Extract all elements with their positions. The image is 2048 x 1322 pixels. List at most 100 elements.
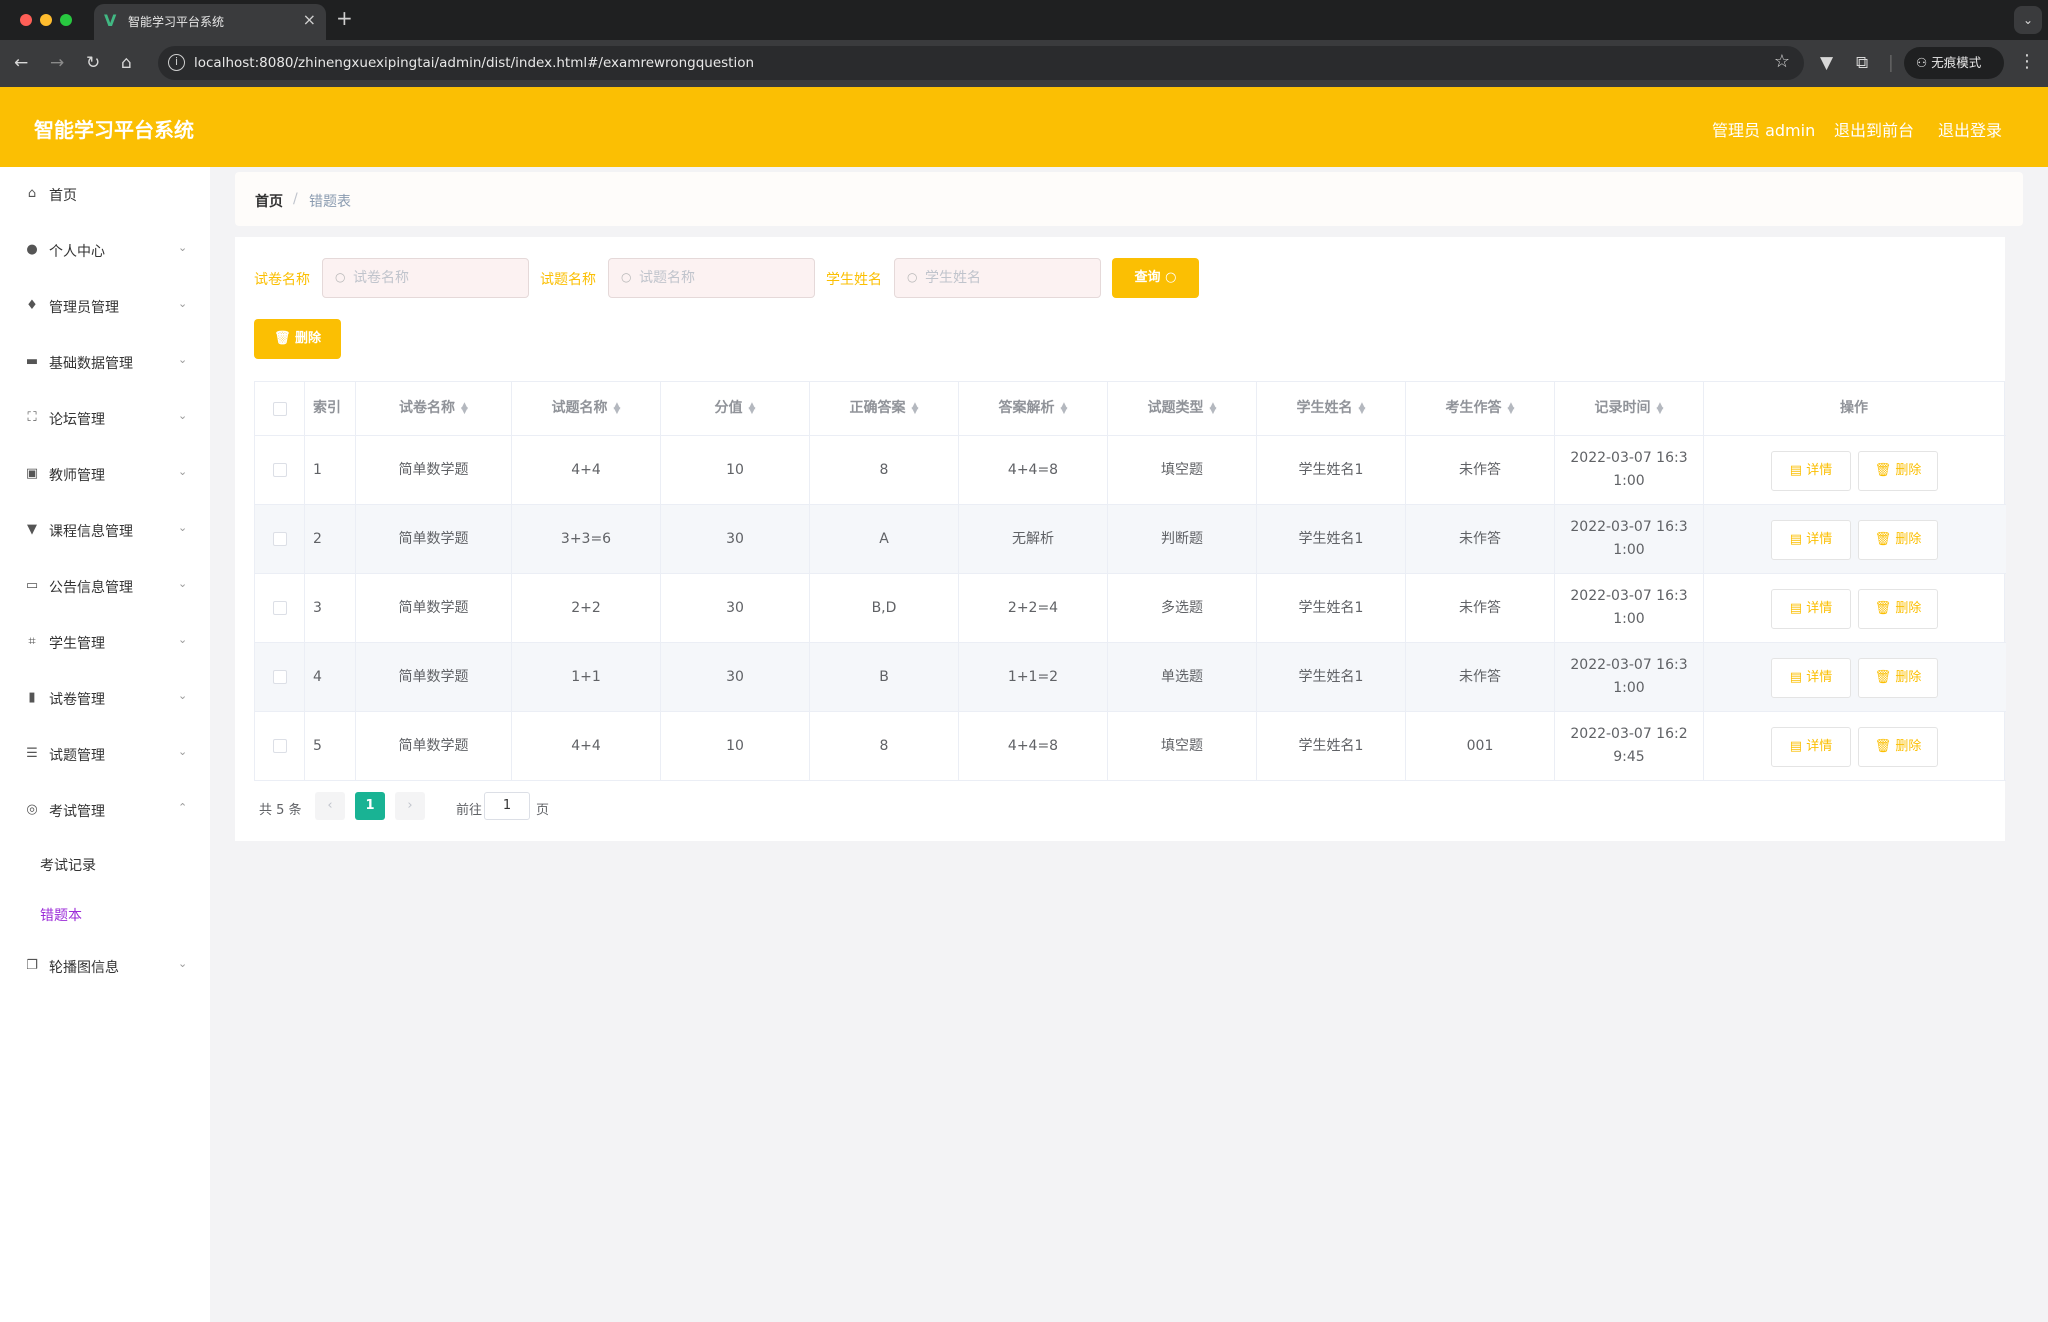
cell-analysis: 2+2=4 <box>959 574 1108 642</box>
sidebar-item-label: 公告信息管理 <box>49 580 133 596</box>
tab-search-icon[interactable]: ⌄ <box>2014 6 2042 34</box>
cell-paper: 简单数学题 <box>356 574 512 642</box>
trash-icon: 🗑 <box>1874 670 1896 685</box>
header-type[interactable]: 试题类型 ▲ ▼ <box>1108 382 1257 435</box>
document-icon: ▤ <box>1789 601 1807 616</box>
more-menu-icon[interactable]: ⋮ <box>2018 51 2036 72</box>
sidebar-item-personal[interactable]: ● 个人中心 ⌄ <box>0 223 210 279</box>
delete-button-label: 删除 <box>1895 601 1922 616</box>
sort-icon[interactable]: ▲ ▼ <box>1507 400 1515 416</box>
user-icon: ● <box>26 242 38 257</box>
detail-button[interactable]: ▤ 详情 <box>1771 451 1851 491</box>
new-tab-icon[interactable]: + <box>336 6 353 30</box>
sort-icon[interactable]: ▲ ▼ <box>1060 400 1068 416</box>
student-name-input[interactable] <box>925 268 1093 288</box>
detail-button[interactable]: ▤ 详情 <box>1771 658 1851 698</box>
header-student[interactable]: 学生姓名 ▲ ▼ <box>1257 382 1406 435</box>
student-name-field[interactable]: ○ <box>894 258 1101 298</box>
page-number-current[interactable]: 1 <box>355 792 385 820</box>
detail-button[interactable]: ▤ 详情 <box>1771 520 1851 560</box>
next-page-button[interactable]: › <box>395 792 425 820</box>
sidebar-item-teacher[interactable]: ▣ 教师管理 ⌄ <box>0 447 210 503</box>
sort-icon[interactable]: ▲ ▼ <box>1656 400 1664 416</box>
bookmark-star-icon[interactable]: ☆ <box>1773 51 1790 72</box>
header-analysis[interactable]: 答案解析 ▲ ▼ <box>959 382 1108 435</box>
header-answer-label: 正确答案 <box>849 400 906 416</box>
sidebar-item-exam[interactable]: ◎ 考试管理 ⌃ <box>0 783 210 839</box>
submenu-exam-record[interactable]: 考试记录 <box>40 858 96 874</box>
crop-icon: ⌗ <box>28 634 36 649</box>
extensions-icon[interactable]: ⧉ <box>1856 53 1869 73</box>
sort-icon[interactable]: ▲ ▼ <box>1358 400 1366 416</box>
sidebar-item-home[interactable]: ⌂ 首页 <box>0 167 210 223</box>
vue-devtools-icon[interactable]: ▼ <box>1820 53 1834 73</box>
cell-question: 2+2 <box>512 574 661 642</box>
page-suffix-label: 页 <box>536 803 550 818</box>
sidebar-item-paper[interactable]: ▮ 试卷管理 ⌄ <box>0 671 210 727</box>
url-field[interactable]: i localhost:8080/zhinengxuexipingtai/adm… <box>158 46 1804 80</box>
sort-icon[interactable]: ▲ ▼ <box>911 400 919 416</box>
window-maximize-dot[interactable] <box>60 14 72 26</box>
row-checkbox[interactable] <box>272 532 287 546</box>
delete-button[interactable]: 🗑 删除 <box>1858 520 1938 560</box>
header-score[interactable]: 分值 ▲ ▼ <box>661 382 810 435</box>
detail-button-label: 详情 <box>1806 601 1833 616</box>
browser-tab[interactable]: V 智能学习平台系统 × <box>94 4 326 40</box>
forward-icon[interactable]: → <box>50 53 65 73</box>
breadcrumb-home[interactable]: 首页 <box>255 194 283 210</box>
query-button[interactable]: 查询 ○ <box>1112 258 1199 298</box>
row-checkbox[interactable] <box>272 670 287 684</box>
back-icon[interactable]: ← <box>14 53 29 73</box>
batch-delete-button[interactable]: 🗑 删除 <box>254 319 341 359</box>
detail-button[interactable]: ▤ 详情 <box>1771 589 1851 629</box>
window-close-dot[interactable] <box>20 14 32 26</box>
detail-button[interactable]: ▤ 详情 <box>1771 727 1851 767</box>
sort-icon[interactable]: ▲ ▼ <box>613 400 621 416</box>
sort-icon[interactable]: ▲ ▼ <box>461 400 468 416</box>
delete-button[interactable]: 🗑 删除 <box>1858 727 1938 767</box>
search-icon: ○ <box>1165 270 1177 285</box>
submenu-wrong-book[interactable]: 错题本 <box>40 908 82 924</box>
sidebar-item-course[interactable]: ▼ 课程信息管理 ⌄ <box>0 503 210 559</box>
incognito-badge[interactable]: ⚇ 无痕模式 <box>1904 47 2004 79</box>
header-paper[interactable]: 试卷名称 ▲ ▼ <box>356 382 512 435</box>
header-question[interactable]: 试题名称 ▲ ▼ <box>512 382 661 435</box>
select-all-checkbox[interactable] <box>272 401 287 416</box>
delete-button[interactable]: 🗑 删除 <box>1858 589 1938 629</box>
header-answer[interactable]: 正确答案 ▲ ▼ <box>810 382 959 435</box>
sidebar-item-basic-data[interactable]: ▬ 基础数据管理 ⌄ <box>0 335 210 391</box>
sort-icon[interactable]: ▲ ▼ <box>1209 400 1217 416</box>
row-checkbox[interactable] <box>272 739 287 753</box>
delete-button[interactable]: 🗑 删除 <box>1858 451 1938 491</box>
compass-icon: ◎ <box>26 802 38 817</box>
delete-button[interactable]: 🗑 删除 <box>1858 658 1938 698</box>
row-checkbox[interactable] <box>272 601 287 615</box>
header-time[interactable]: 记录时间 ▲ ▼ <box>1555 382 1704 435</box>
tab-close-icon[interactable]: × <box>302 10 316 29</box>
window-minimize-dot[interactable] <box>40 14 52 26</box>
chevron-down-icon: ⌄ <box>178 957 188 970</box>
sidebar-item-forum[interactable]: ⛶ 论坛管理 ⌄ <box>0 391 210 447</box>
header-response[interactable]: 考生作答 ▲ ▼ <box>1406 382 1555 435</box>
question-name-field[interactable]: ○ <box>608 258 815 298</box>
paper-name-input[interactable] <box>353 268 521 288</box>
sidebar-item-carousel[interactable]: ❐ 轮播图信息 ⌄ <box>0 939 210 995</box>
exit-to-front-link[interactable]: 退出到前台 <box>1834 121 1915 140</box>
paper-name-field[interactable]: ○ <box>322 258 529 298</box>
row-checkbox[interactable] <box>272 463 287 477</box>
sort-icon[interactable]: ▲ ▼ <box>748 400 756 416</box>
home-browser-icon[interactable]: ⌂ <box>121 53 132 73</box>
cell-response: 未作答 <box>1406 505 1555 573</box>
sidebar-item-question[interactable]: ☰ 试题管理 ⌄ <box>0 727 210 783</box>
site-info-icon[interactable]: i <box>168 54 185 71</box>
admin-user-label[interactable]: 管理员 admin <box>1712 121 1816 140</box>
sidebar-item-notice[interactable]: ▭ 公告信息管理 ⌄ <box>0 559 210 615</box>
breadcrumb-separator: / <box>293 191 298 207</box>
logout-link[interactable]: 退出登录 <box>1938 121 2003 140</box>
sidebar-item-admin[interactable]: ♦ 管理员管理 ⌄ <box>0 279 210 335</box>
question-name-input[interactable] <box>639 268 807 288</box>
sidebar-item-student[interactable]: ⌗ 学生管理 ⌄ <box>0 615 210 671</box>
goto-page-input[interactable]: 1 <box>484 792 530 820</box>
prev-page-button[interactable]: ‹ <box>315 792 345 820</box>
reload-icon[interactable]: ↻ <box>86 53 101 73</box>
